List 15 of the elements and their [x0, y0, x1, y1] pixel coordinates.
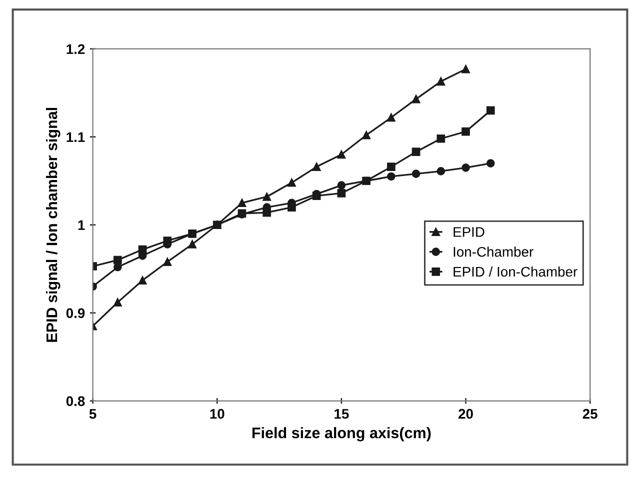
- x-tick-label: 10: [210, 408, 224, 419]
- legend-label: EPID: [454, 227, 484, 237]
- y-tick-label: 1.2: [66, 44, 85, 54]
- x-tick-label: 25: [582, 408, 598, 419]
- legend-label: EPID / Ion-Chamber: [454, 266, 578, 277]
- x-tick-label: 15: [334, 409, 349, 419]
- y-axis-title: EPID signal / Ion chamber signal: [46, 108, 60, 342]
- legend-label: Ion-Chamber: [454, 246, 534, 257]
- x-axis-title: Field size along axis(cm): [252, 427, 431, 442]
- y-tick-label: 1: [78, 220, 85, 230]
- y-tick-label: 1.1: [66, 132, 85, 142]
- y-tick-label: 0.8: [66, 396, 85, 406]
- y-tick-label: 0.9: [66, 308, 85, 318]
- x-tick-label: 20: [458, 408, 473, 419]
- x-tick-label: 5: [89, 409, 96, 419]
